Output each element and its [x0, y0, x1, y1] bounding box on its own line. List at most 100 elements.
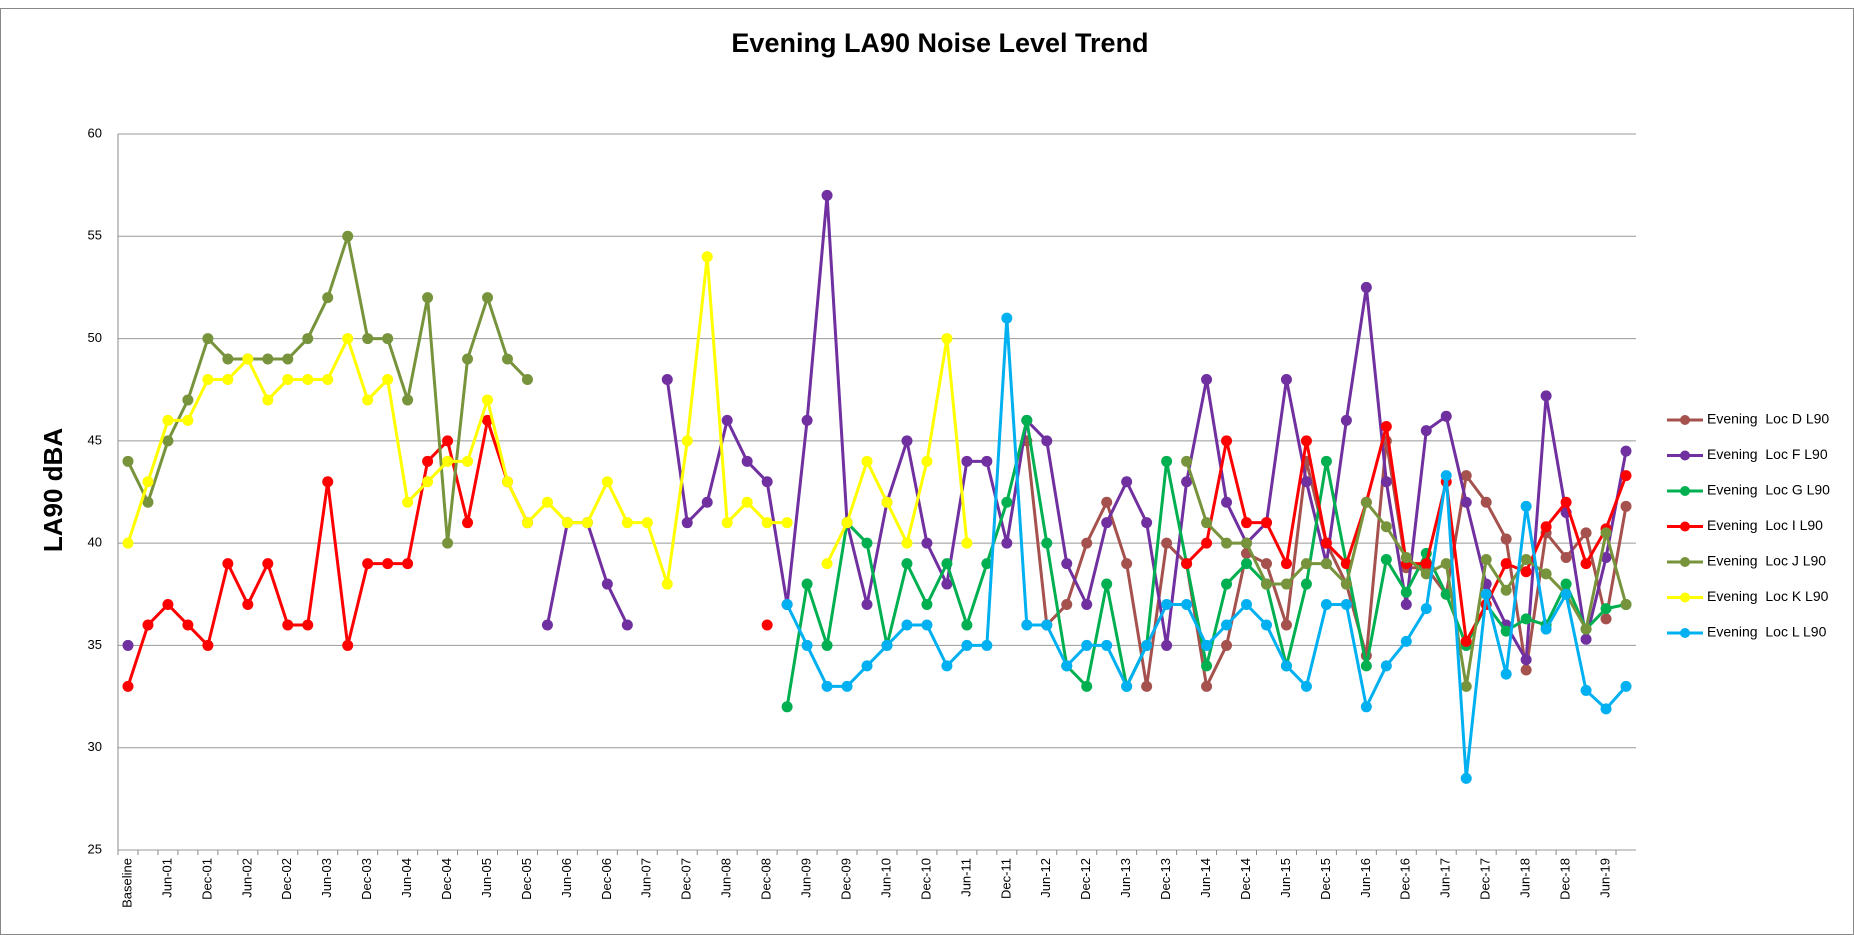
data-point — [1141, 639, 1153, 651]
data-point — [561, 517, 573, 529]
data-point — [1041, 619, 1053, 631]
data-point — [462, 517, 474, 529]
data-point — [1241, 599, 1253, 611]
data-point — [801, 578, 813, 590]
data-point — [482, 414, 494, 426]
data-point — [601, 578, 613, 590]
x-tick-label: Jun-08 — [719, 858, 734, 898]
legend-label: Evening Loc D L90 — [1707, 411, 1829, 427]
legend-marker — [1680, 415, 1690, 425]
x-tick-label: Jun-15 — [1278, 858, 1293, 898]
data-point — [142, 476, 154, 488]
data-point — [362, 558, 374, 570]
data-point — [901, 619, 913, 631]
data-point — [1181, 455, 1193, 467]
legend-marker — [1680, 521, 1690, 532]
y-axis-label: LA90 dBA — [38, 428, 68, 552]
data-point — [921, 619, 933, 631]
data-point — [721, 414, 733, 426]
legend-marker — [1680, 450, 1690, 461]
data-point — [1380, 554, 1392, 566]
data-point — [1520, 554, 1532, 566]
data-point — [581, 517, 593, 529]
data-point — [422, 455, 434, 467]
data-point — [1260, 517, 1272, 529]
data-point — [282, 373, 294, 385]
data-point — [1221, 435, 1233, 447]
data-point — [1560, 551, 1572, 563]
data-point — [861, 660, 873, 672]
data-point — [1121, 476, 1133, 488]
data-point — [981, 455, 993, 467]
data-point — [302, 619, 314, 631]
data-point — [681, 435, 693, 447]
data-point — [322, 373, 334, 385]
data-point — [442, 455, 454, 467]
data-point — [1300, 558, 1312, 570]
data-point — [601, 476, 613, 488]
data-point — [1300, 435, 1312, 447]
x-tick-label: Jun-13 — [1118, 858, 1133, 898]
data-point — [1280, 558, 1292, 570]
data-point — [1460, 496, 1472, 508]
data-point — [1540, 623, 1552, 635]
legend-marker — [1680, 628, 1690, 638]
data-point — [961, 455, 973, 467]
data-point — [941, 558, 953, 570]
data-point — [941, 333, 953, 345]
data-point — [801, 639, 813, 651]
data-point — [621, 517, 633, 529]
x-tick-label: Dec-18 — [1558, 858, 1573, 900]
data-point — [781, 701, 793, 713]
data-point — [821, 189, 833, 201]
data-point — [1520, 500, 1532, 512]
data-point — [1161, 537, 1173, 549]
data-point — [162, 414, 174, 426]
data-point — [1560, 496, 1572, 508]
data-point — [1480, 588, 1492, 600]
data-point — [462, 455, 474, 467]
data-point — [1300, 680, 1312, 692]
data-point — [521, 373, 533, 385]
data-point — [1440, 558, 1452, 570]
data-point — [1460, 635, 1472, 647]
x-tick-label: Jun-09 — [799, 858, 814, 898]
data-point — [402, 558, 414, 570]
data-point — [222, 558, 234, 570]
data-point — [342, 333, 354, 345]
data-point — [1241, 537, 1253, 549]
data-point — [1181, 599, 1193, 611]
data-point — [701, 496, 713, 508]
data-point — [921, 455, 933, 467]
data-point — [1041, 537, 1053, 549]
data-point — [1221, 578, 1233, 590]
legend-label: Evening Loc J L90 — [1707, 553, 1826, 569]
data-point — [1380, 476, 1392, 488]
data-point — [1161, 599, 1173, 611]
data-point — [262, 558, 274, 570]
data-point — [1420, 603, 1432, 615]
data-point — [262, 394, 274, 406]
y-tick-label: 35 — [88, 637, 102, 652]
data-point — [1141, 517, 1153, 529]
data-point — [382, 558, 394, 570]
data-point — [1360, 496, 1372, 508]
y-tick-label: 40 — [88, 535, 102, 550]
y-tick-label: 25 — [88, 841, 102, 856]
data-point — [1460, 470, 1472, 482]
data-point — [262, 353, 274, 365]
data-point — [1600, 527, 1612, 539]
data-point — [1001, 496, 1013, 508]
data-point — [362, 333, 374, 345]
data-point — [781, 599, 793, 611]
x-tick-label: Dec-09 — [838, 858, 853, 900]
data-point — [1001, 537, 1013, 549]
data-point — [901, 537, 913, 549]
data-point — [1021, 619, 1033, 631]
data-point — [1340, 558, 1352, 570]
data-point — [701, 251, 713, 263]
data-point — [242, 353, 254, 365]
data-point — [1420, 558, 1432, 570]
data-point — [1101, 578, 1113, 590]
